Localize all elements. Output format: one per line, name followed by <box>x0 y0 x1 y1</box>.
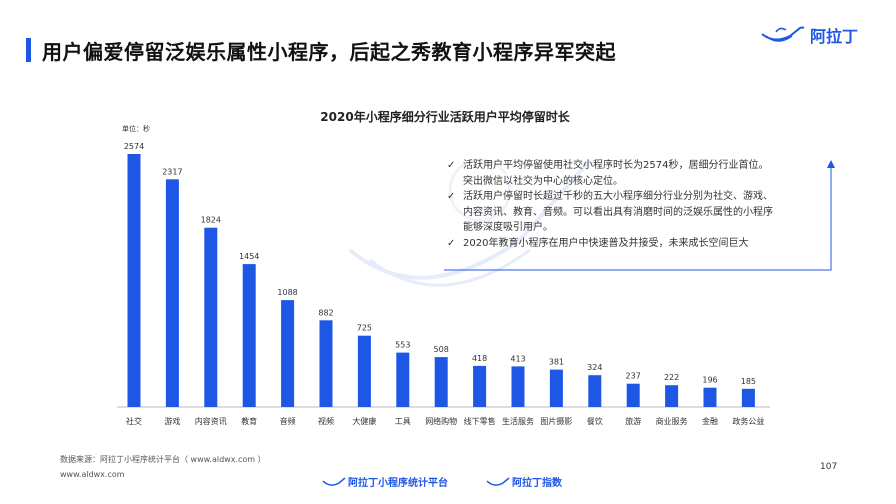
bar-value-label-2: 1824 <box>201 216 221 225</box>
bar-6 <box>357 335 371 407</box>
check-icon: ✓ <box>447 191 456 202</box>
bar-1 <box>165 179 179 407</box>
bar-8 <box>434 357 448 407</box>
bar-value-label-4: 1088 <box>277 288 297 297</box>
bar-12 <box>588 375 602 407</box>
category-label-4: 音频 <box>280 416 296 426</box>
bar-2 <box>204 227 218 407</box>
footer-brand-stats-text: 阿拉丁小程序统计平台 <box>348 478 448 489</box>
bar-value-label-9: 418 <box>472 354 487 363</box>
chart-title: 2020年小程序细分行业活跃用户平均停留时长 <box>320 109 570 124</box>
lamp-icon <box>761 26 805 42</box>
bar-10 <box>511 366 525 407</box>
category-label-2: 内容资讯 <box>195 416 227 426</box>
callout-line: 活跃用户平均停留使用社交小程序时长为2574秒，居细分行业首位。 <box>463 160 769 171</box>
callout-text: 2020年教育小程序在用户中快速普及并接受，未来成长空间巨大 <box>463 236 748 252</box>
bar-13 <box>626 383 640 407</box>
category-label-5: 视频 <box>318 416 334 426</box>
callout-text: 活跃用户平均停留使用社交小程序时长为2574秒，居细分行业首位。 突出微信以社交为… <box>463 158 768 189</box>
bar-value-label-6: 725 <box>357 324 372 333</box>
callout-item-2: ✓ 2020年教育小程序在用户中快速普及并接受，未来成长空间巨大 <box>447 236 832 252</box>
bar-value-label-14: 222 <box>664 373 679 382</box>
bar-value-label-12: 324 <box>587 363 602 372</box>
callout-text: 活跃用户停留时长超过千秒的五大小程序细分行业分别为社交、游戏、 内容资讯、教育、音… <box>463 189 773 236</box>
footer-brand-index: 阿拉丁指数 <box>486 474 562 489</box>
category-label-0: 社交 <box>126 416 142 426</box>
check-icon: ✓ <box>447 160 456 171</box>
bar-7 <box>396 352 410 407</box>
category-label-16: 政务公益 <box>732 416 764 426</box>
page-number: 107 <box>820 462 838 472</box>
category-label-6: 大健康 <box>352 416 376 426</box>
bar-15 <box>703 387 717 407</box>
page-title: 用户偏爱停留泛娱乐属性小程序，后起之秀教育小程序异军突起 <box>42 40 616 64</box>
callout-line: 内容资讯、教育、音频。可以看出具有消磨时间的泛娱乐属性的小程序 <box>463 206 773 218</box>
title-accent-bar <box>26 38 31 62</box>
footer-brand-index-text: 阿拉丁指数 <box>512 478 562 489</box>
bar-value-label-0: 2574 <box>124 142 144 151</box>
bar-16 <box>741 388 755 407</box>
callout-line: 活跃用户停留时长超过千秒的五大小程序细分行业分别为社交、游戏、 <box>463 191 773 202</box>
callout-line: 能够深度吸引用户。 <box>463 222 553 233</box>
bar-value-label-11: 381 <box>549 358 564 367</box>
callout-item-0: ✓ 活跃用户平均停留使用社交小程序时长为2574秒，居细分行业首位。 突出微信以社交… <box>447 158 832 189</box>
data-source: 数据来源：阿拉丁小程序统计平台（ www.aldwx.com ） <box>60 455 266 464</box>
callout-item-1: ✓ 活跃用户停留时长超过千秒的五大小程序细分行业分别为社交、游戏、 内容资讯、教育、… <box>447 189 832 236</box>
bar-value-label-15: 196 <box>702 376 717 385</box>
bar-9 <box>473 365 487 407</box>
check-icon: ✓ <box>447 237 456 249</box>
category-label-13: 旅游 <box>625 416 641 426</box>
bar-value-label-10: 413 <box>510 354 525 363</box>
callout-box: ✓ 活跃用户平均停留使用社交小程序时长为2574秒，居细分行业首位。 突出微信以社交… <box>447 158 832 268</box>
category-label-3: 教育 <box>241 416 257 426</box>
bar-value-label-7: 553 <box>395 341 410 350</box>
footer-brand-stats: 阿拉丁小程序统计平台 <box>322 474 448 489</box>
bar-5 <box>319 320 333 407</box>
bar-value-label-1: 2317 <box>162 167 182 176</box>
brand-logo: 阿拉丁 <box>760 20 858 50</box>
bar-value-label-5: 882 <box>318 308 333 317</box>
bar-value-label-8: 508 <box>434 345 449 354</box>
category-label-15: 金融 <box>702 416 718 426</box>
category-label-8: 网络购物 <box>425 416 457 426</box>
category-label-1: 游戏 <box>164 416 180 426</box>
category-label-14: 商业服务 <box>656 416 688 426</box>
bar-11 <box>549 369 563 407</box>
unit-label: 单位：秒 <box>122 124 150 133</box>
callout-line: 突出微信以社交为中心的核心定位。 <box>463 175 623 187</box>
category-label-7: 工具 <box>395 417 411 426</box>
lamp-icon <box>486 476 510 486</box>
bar-value-label-16: 185 <box>741 377 756 386</box>
bar-value-label-3: 1454 <box>239 252 259 261</box>
category-label-9: 线下零售 <box>464 416 496 426</box>
category-label-12: 餐饮 <box>587 416 603 426</box>
bar-0 <box>127 154 141 407</box>
bar-3 <box>242 264 256 407</box>
callout-frame <box>444 160 835 271</box>
category-label-11: 图片摄影 <box>540 416 572 426</box>
logo-text: 阿拉丁 <box>810 27 859 46</box>
footer-url: www.aldwx.com <box>60 470 125 479</box>
bar-value-label-13: 237 <box>626 372 641 381</box>
lamp-icon <box>322 476 346 486</box>
category-label-10: 生活服务 <box>502 416 534 426</box>
bar-4 <box>281 300 295 407</box>
bar-14 <box>665 385 679 407</box>
callout-line: 2020年教育小程序在用户中快速普及并接受，未来成长空间巨大 <box>463 237 749 249</box>
